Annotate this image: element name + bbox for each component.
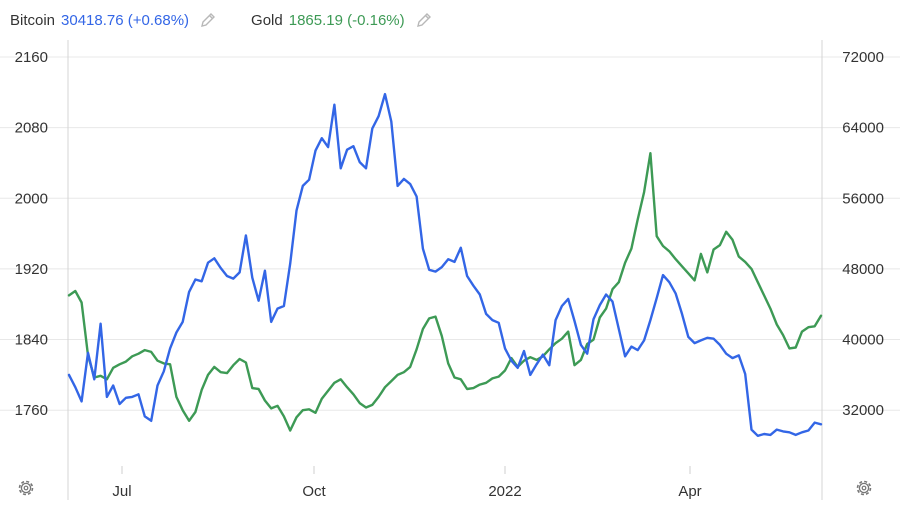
pencil-icon[interactable]: [199, 11, 217, 29]
legend-bitcoin-value: 30418.76 (+0.68%): [61, 11, 190, 29]
legend-bitcoin-name: Bitcoin: [10, 11, 56, 29]
left-tick-label: 2160: [15, 49, 48, 66]
gridlines: [0, 56, 900, 411]
left-tick-label: 2000: [15, 190, 48, 207]
chart-legend: Bitcoin 30418.76 (+0.68%) Gold 1865.19 (…: [0, 6, 443, 34]
right-tick-label: 72000: [842, 49, 884, 66]
legend-gold-name: Gold: [251, 11, 283, 29]
left-tick-label: 1840: [15, 332, 48, 349]
x-tick-label: Jul: [112, 483, 131, 500]
legend-item-bitcoin[interactable]: Bitcoin 30418.76 (+0.68%): [0, 11, 227, 29]
right-tick-label: 48000: [842, 261, 884, 278]
right-tick-label: 32000: [842, 402, 884, 419]
x-axis: Jul Oct 2022 Apr: [67, 40, 823, 500]
pencil-icon[interactable]: [415, 11, 433, 29]
right-tick-label: 40000: [842, 332, 884, 349]
x-tick-label: 2022: [488, 483, 521, 500]
gear-icon[interactable]: [854, 478, 874, 498]
right-axis-ticks: 72000 64000 56000 48000 40000 32000: [842, 49, 884, 419]
right-tick-label: 56000: [842, 190, 884, 207]
legend-gold-value: 1865.19 (-0.16%): [288, 11, 405, 29]
series-line-gold: [67, 151, 823, 432]
left-tick-label: 2080: [15, 120, 48, 137]
left-tick-label: 1760: [15, 402, 48, 419]
right-tick-label: 64000: [842, 120, 884, 137]
legend-item-gold[interactable]: Gold 1865.19 (-0.16%): [241, 11, 443, 29]
x-tick-label: Apr: [678, 483, 701, 500]
x-tick-label: Oct: [302, 483, 326, 500]
series-lines: [67, 92, 823, 437]
series-line-bitcoin: [67, 92, 823, 437]
left-axis-ticks: 2160 2080 2000 1920 1840 1760: [15, 49, 48, 419]
left-tick-label: 1920: [15, 261, 48, 278]
gear-icon[interactable]: [16, 478, 36, 498]
